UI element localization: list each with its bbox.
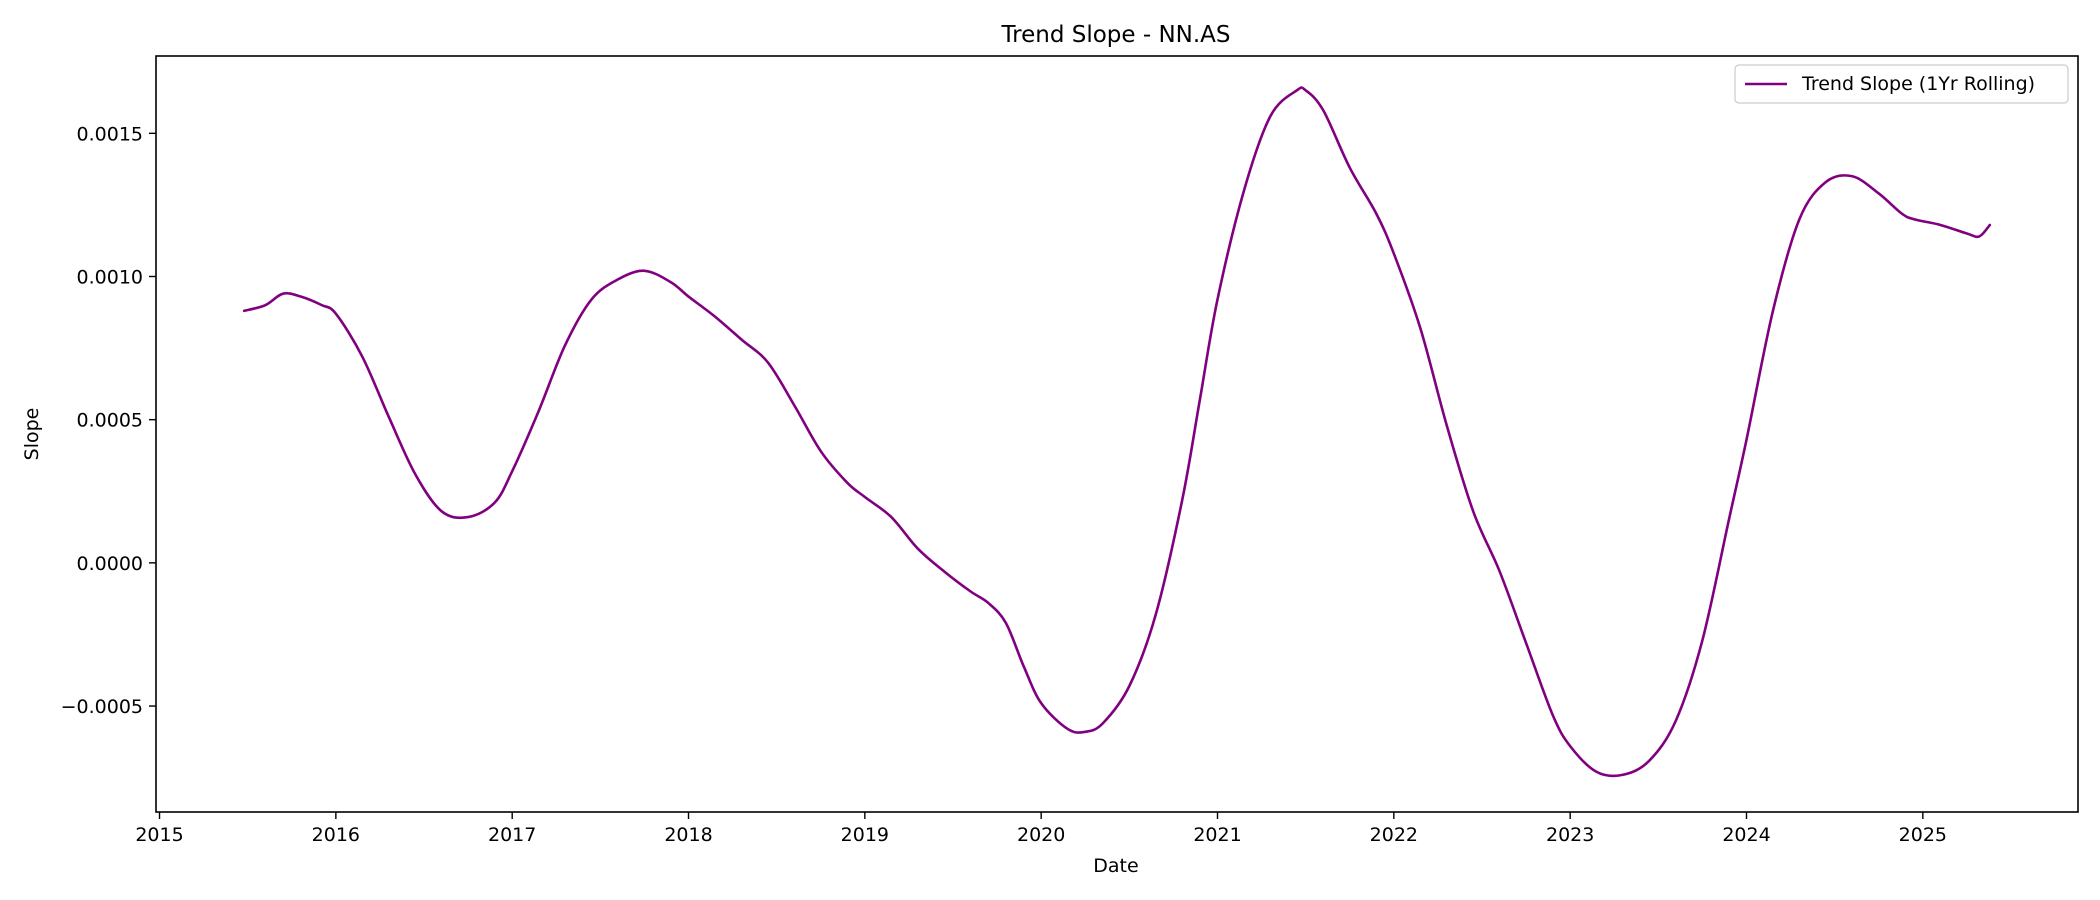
x-axis-ticks: 2015 2016 2017 2018 2019 2020 2021 2022 2023 2024… <box>135 812 1947 846</box>
legend-entry-trend-slope: Trend Slope (1Yr Rolling) <box>1801 73 2035 95</box>
y-tick-label: 0.0015 <box>77 123 143 145</box>
plot-frame <box>155 55 2079 813</box>
x-tick-label: 2019 <box>841 824 889 846</box>
y-tick-label: 0.0005 <box>77 410 143 432</box>
x-tick-label: 2025 <box>1899 824 1947 846</box>
x-tick-label: 2017 <box>488 824 536 846</box>
y-tick-label: −0.0005 <box>61 696 143 718</box>
x-tick-label: 2024 <box>1722 824 1770 846</box>
y-tick-label: 0.0000 <box>77 553 143 575</box>
y-tick-label: 0.0010 <box>77 267 143 289</box>
x-tick-label: 2023 <box>1546 824 1594 846</box>
x-tick-label: 2021 <box>1193 824 1241 846</box>
y-axis-label: Slope <box>21 408 43 461</box>
x-tick-label: 2020 <box>1017 824 1065 846</box>
y-axis-ticks: −0.0005 0.0000 0.0005 0.0010 0.0015 <box>61 123 156 718</box>
legend-box <box>1734 64 2069 104</box>
x-tick-label: 2018 <box>664 824 712 846</box>
x-tick-label: 2015 <box>135 824 183 846</box>
chart-title: Trend Slope - NN.AS <box>1000 22 1230 48</box>
x-axis-label: Date <box>1093 855 1138 877</box>
series-line-trend-slope <box>242 86 1992 778</box>
legend: Trend Slope (1Yr Rolling) <box>1734 64 2069 104</box>
x-tick-label: 2022 <box>1370 824 1418 846</box>
x-tick-label: 2016 <box>312 824 360 846</box>
